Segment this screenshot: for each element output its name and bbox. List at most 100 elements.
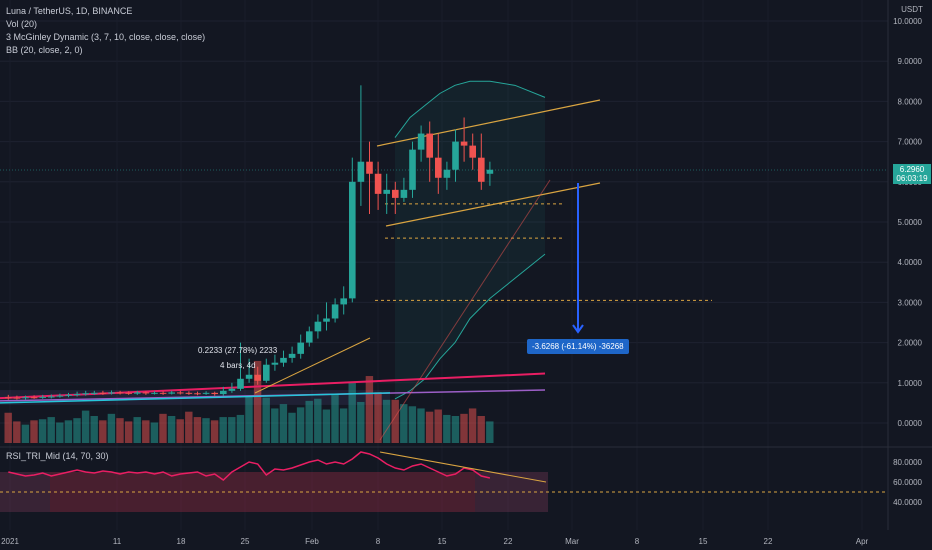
candle-body	[202, 392, 210, 394]
rsi-tick-label: 40.0000	[893, 498, 922, 507]
candles	[5, 85, 494, 400]
volume-bar	[391, 399, 399, 443]
volume-bar	[133, 417, 141, 443]
bb-fill	[395, 81, 545, 399]
volume-bar	[228, 417, 236, 443]
time-tick-label: 22	[764, 537, 773, 546]
volume-bar	[210, 420, 219, 443]
volume-bar	[253, 360, 262, 443]
volume-bar	[279, 404, 288, 443]
time-tick-label: 18	[177, 537, 186, 546]
time-tick-label: 25	[241, 537, 250, 546]
volume-bar	[150, 422, 159, 443]
volume-bar	[451, 416, 460, 443]
volume-bar	[374, 392, 382, 443]
volume-bar	[408, 406, 417, 443]
symbol-title[interactable]: Luna / TetherUS, 1D, BINANCE	[6, 6, 133, 16]
volume-bar	[443, 414, 451, 443]
candle-body	[435, 157, 442, 178]
volume-bar	[477, 416, 485, 443]
price-tick-label: 4.0000	[898, 258, 923, 267]
candle-body	[366, 161, 373, 174]
candle-body	[400, 189, 408, 198]
price-tick-label: 5.0000	[898, 218, 923, 227]
price-unit: USDT	[901, 5, 923, 14]
volume-bar	[219, 417, 227, 443]
volume-legend[interactable]: Vol (20)	[6, 19, 38, 29]
candle-body	[91, 392, 98, 394]
bar-countdown: 06:03:19	[896, 174, 928, 183]
price-tick-label: 10.0000	[893, 17, 922, 26]
candle-body	[151, 392, 158, 394]
candle-body	[331, 304, 339, 319]
mcginley-line-3	[0, 392, 391, 404]
candle-body	[237, 378, 244, 389]
candle-body	[263, 364, 270, 381]
candle-body	[349, 181, 356, 299]
volume-bar	[167, 416, 176, 443]
candle-body	[194, 393, 201, 395]
volume-bar	[30, 420, 38, 443]
price-tick-label: 3.0000	[898, 298, 923, 307]
volume-bar	[176, 419, 184, 443]
candle-body	[426, 133, 433, 158]
volume-bar	[107, 413, 116, 443]
candle-body	[392, 189, 399, 198]
candle-body	[220, 390, 227, 395]
rsi-line	[8, 451, 491, 481]
price-tick-label: 2.0000	[898, 339, 923, 348]
volume-bar	[400, 404, 408, 443]
volume-bar	[116, 418, 124, 443]
measure-label[interactable]: -3.6268 (-61.14%) -36268	[527, 339, 629, 354]
time-tick-label: Mar	[565, 537, 579, 546]
candle-body	[245, 374, 253, 379]
candle-body	[211, 392, 218, 395]
candle-body	[452, 141, 459, 170]
mcginley-legend[interactable]: 3 McGinley Dynamic (3, 7, 10, close, clo…	[6, 32, 206, 42]
volume-bar	[4, 412, 12, 443]
bb-legend[interactable]: BB (20, close, 2, 0)	[6, 45, 83, 55]
candle-body	[48, 396, 55, 398]
candle-body	[340, 298, 347, 305]
time-tick-label: Feb	[305, 537, 319, 546]
volume-bar	[202, 418, 210, 443]
measure-trendline	[254, 337, 371, 394]
channel-lower	[385, 182, 601, 227]
rsi-legend[interactable]: RSI_TRI_Mid (14, 70, 30)	[6, 451, 109, 461]
volume-bar	[460, 413, 468, 443]
candle-body	[22, 397, 29, 399]
channel-upper	[376, 99, 601, 147]
time-tick-label: 15	[438, 537, 447, 546]
volume-bar	[486, 421, 494, 443]
volume-bar	[365, 376, 374, 443]
candle-body	[306, 331, 313, 343]
volume-bar	[99, 420, 107, 443]
candle-body	[486, 169, 494, 174]
candle-body	[185, 392, 193, 394]
price-tick-label: 9.0000	[898, 57, 923, 66]
candle-body	[409, 149, 416, 190]
volume-bar	[64, 420, 73, 443]
price-tick-label: 0.0000	[898, 419, 923, 428]
candle-body	[134, 392, 141, 394]
candle-body	[82, 393, 89, 395]
volume-bar	[357, 401, 365, 443]
candle-body	[159, 392, 167, 394]
volume-bar	[331, 394, 339, 443]
candle-body	[271, 362, 279, 365]
volume-bar	[73, 418, 81, 443]
volume-bar	[468, 408, 477, 443]
rsi-trendline	[379, 451, 547, 483]
volume-bar	[124, 421, 133, 443]
last-price: 6.2960	[899, 165, 925, 174]
candle-body	[297, 342, 304, 354]
time-tick-label: 2021	[1, 537, 19, 546]
candle-body	[383, 189, 390, 194]
candle-body	[314, 321, 322, 332]
measure-annotation-bars: 4 bars, 4d	[220, 361, 256, 370]
candle-body	[228, 388, 236, 391]
candle-body	[5, 397, 12, 399]
